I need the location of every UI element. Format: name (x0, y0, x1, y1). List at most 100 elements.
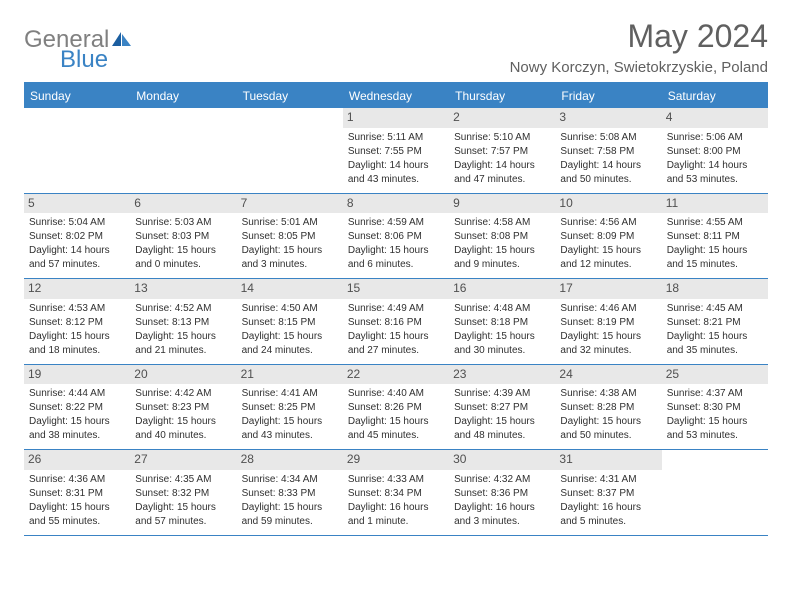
sunrise-line: Sunrise: 4:58 AM (454, 216, 550, 229)
sunrise-line: Sunrise: 4:55 AM (667, 216, 763, 229)
day-number: 22 (343, 365, 449, 385)
day-cell: 27Sunrise: 4:35 AMSunset: 8:32 PMDayligh… (130, 450, 236, 535)
daylight-line-2: and 57 minutes. (135, 515, 231, 528)
day-number: 24 (555, 365, 661, 385)
calendar-grid: SundayMondayTuesdayWednesdayThursdayFrid… (24, 82, 768, 536)
day-headers-row: SundayMondayTuesdayWednesdayThursdayFrid… (24, 84, 768, 108)
daylight-line-2: and 48 minutes. (454, 429, 550, 442)
sunrise-line: Sunrise: 4:59 AM (348, 216, 444, 229)
sunset-line: Sunset: 8:12 PM (29, 316, 125, 329)
daylight-line-1: Daylight: 15 hours (454, 415, 550, 428)
sunset-line: Sunset: 8:30 PM (667, 401, 763, 414)
day-number: 29 (343, 450, 449, 470)
daylight-line-1: Daylight: 15 hours (135, 501, 231, 514)
sunrise-line: Sunrise: 4:38 AM (560, 387, 656, 400)
daylight-line-2: and 35 minutes. (667, 344, 763, 357)
day-cell: 19Sunrise: 4:44 AMSunset: 8:22 PMDayligh… (24, 365, 130, 450)
day-number: 4 (662, 108, 768, 128)
day-header-wednesday: Wednesday (343, 84, 449, 108)
sunrise-line: Sunrise: 4:50 AM (242, 302, 338, 315)
day-cell: 13Sunrise: 4:52 AMSunset: 8:13 PMDayligh… (130, 279, 236, 364)
sunrise-line: Sunrise: 5:03 AM (135, 216, 231, 229)
sunset-line: Sunset: 8:18 PM (454, 316, 550, 329)
sunrise-line: Sunrise: 4:42 AM (135, 387, 231, 400)
sunset-line: Sunset: 8:21 PM (667, 316, 763, 329)
sunrise-line: Sunrise: 4:48 AM (454, 302, 550, 315)
daylight-line-2: and 3 minutes. (242, 258, 338, 271)
day-number: 15 (343, 279, 449, 299)
sunset-line: Sunset: 8:28 PM (560, 401, 656, 414)
daylight-line-2: and 27 minutes. (348, 344, 444, 357)
day-number: 6 (130, 194, 236, 214)
sunset-line: Sunset: 8:11 PM (667, 230, 763, 243)
sunrise-line: Sunrise: 4:34 AM (242, 473, 338, 486)
daylight-line-1: Daylight: 14 hours (560, 159, 656, 172)
day-cell (24, 108, 130, 193)
daylight-line-1: Daylight: 15 hours (29, 330, 125, 343)
daylight-line-2: and 43 minutes. (242, 429, 338, 442)
sunset-line: Sunset: 8:26 PM (348, 401, 444, 414)
day-header-friday: Friday (555, 84, 661, 108)
week-row: 5Sunrise: 5:04 AMSunset: 8:02 PMDaylight… (24, 194, 768, 280)
daylight-line-2: and 55 minutes. (29, 515, 125, 528)
title-block: May 2024 Nowy Korczyn, Swietokrzyskie, P… (510, 18, 768, 76)
daylight-line-1: Daylight: 16 hours (348, 501, 444, 514)
sunset-line: Sunset: 8:23 PM (135, 401, 231, 414)
sunrise-line: Sunrise: 4:40 AM (348, 387, 444, 400)
daylight-line-2: and 12 minutes. (560, 258, 656, 271)
sunrise-line: Sunrise: 5:08 AM (560, 131, 656, 144)
daylight-line-1: Daylight: 15 hours (29, 415, 125, 428)
day-cell: 4Sunrise: 5:06 AMSunset: 8:00 PMDaylight… (662, 108, 768, 193)
sunrise-line: Sunrise: 5:01 AM (242, 216, 338, 229)
day-number: 11 (662, 194, 768, 214)
day-header-tuesday: Tuesday (237, 84, 343, 108)
day-number: 27 (130, 450, 236, 470)
day-cell (130, 108, 236, 193)
daylight-line-1: Daylight: 15 hours (560, 415, 656, 428)
daylight-line-2: and 50 minutes. (560, 173, 656, 186)
daylight-line-2: and 57 minutes. (29, 258, 125, 271)
sunset-line: Sunset: 8:03 PM (135, 230, 231, 243)
daylight-line-2: and 50 minutes. (560, 429, 656, 442)
day-cell: 11Sunrise: 4:55 AMSunset: 8:11 PMDayligh… (662, 194, 768, 279)
daylight-line-1: Daylight: 15 hours (667, 415, 763, 428)
day-cell: 28Sunrise: 4:34 AMSunset: 8:33 PMDayligh… (237, 450, 343, 535)
daylight-line-1: Daylight: 16 hours (454, 501, 550, 514)
day-number: 8 (343, 194, 449, 214)
week-row: 19Sunrise: 4:44 AMSunset: 8:22 PMDayligh… (24, 365, 768, 451)
daylight-line-1: Daylight: 15 hours (560, 244, 656, 257)
sunset-line: Sunset: 8:16 PM (348, 316, 444, 329)
sunset-line: Sunset: 8:37 PM (560, 487, 656, 500)
day-cell: 9Sunrise: 4:58 AMSunset: 8:08 PMDaylight… (449, 194, 555, 279)
daylight-line-1: Daylight: 14 hours (348, 159, 444, 172)
day-cell: 5Sunrise: 5:04 AMSunset: 8:02 PMDaylight… (24, 194, 130, 279)
day-header-saturday: Saturday (662, 84, 768, 108)
week-row: 26Sunrise: 4:36 AMSunset: 8:31 PMDayligh… (24, 450, 768, 536)
day-cell: 16Sunrise: 4:48 AMSunset: 8:18 PMDayligh… (449, 279, 555, 364)
sunrise-line: Sunrise: 4:49 AM (348, 302, 444, 315)
sunset-line: Sunset: 7:57 PM (454, 145, 550, 158)
day-cell: 10Sunrise: 4:56 AMSunset: 8:09 PMDayligh… (555, 194, 661, 279)
day-header-sunday: Sunday (24, 84, 130, 108)
sunrise-line: Sunrise: 4:44 AM (29, 387, 125, 400)
daylight-line-1: Daylight: 15 hours (29, 501, 125, 514)
daylight-line-1: Daylight: 16 hours (560, 501, 656, 514)
sunset-line: Sunset: 8:33 PM (242, 487, 338, 500)
day-number: 30 (449, 450, 555, 470)
sunset-line: Sunset: 8:34 PM (348, 487, 444, 500)
day-cell: 1Sunrise: 5:11 AMSunset: 7:55 PMDaylight… (343, 108, 449, 193)
day-cell: 23Sunrise: 4:39 AMSunset: 8:27 PMDayligh… (449, 365, 555, 450)
daylight-line-2: and 53 minutes. (667, 429, 763, 442)
day-cell: 3Sunrise: 5:08 AMSunset: 7:58 PMDaylight… (555, 108, 661, 193)
day-number: 23 (449, 365, 555, 385)
day-cell: 26Sunrise: 4:36 AMSunset: 8:31 PMDayligh… (24, 450, 130, 535)
daylight-line-2: and 9 minutes. (454, 258, 550, 271)
day-number: 21 (237, 365, 343, 385)
day-cell: 31Sunrise: 4:31 AMSunset: 8:37 PMDayligh… (555, 450, 661, 535)
day-number: 13 (130, 279, 236, 299)
day-cell: 18Sunrise: 4:45 AMSunset: 8:21 PMDayligh… (662, 279, 768, 364)
day-cell: 30Sunrise: 4:32 AMSunset: 8:36 PMDayligh… (449, 450, 555, 535)
daylight-line-1: Daylight: 15 hours (454, 244, 550, 257)
location-text: Nowy Korczyn, Swietokrzyskie, Poland (510, 59, 768, 76)
sunrise-line: Sunrise: 4:33 AM (348, 473, 444, 486)
